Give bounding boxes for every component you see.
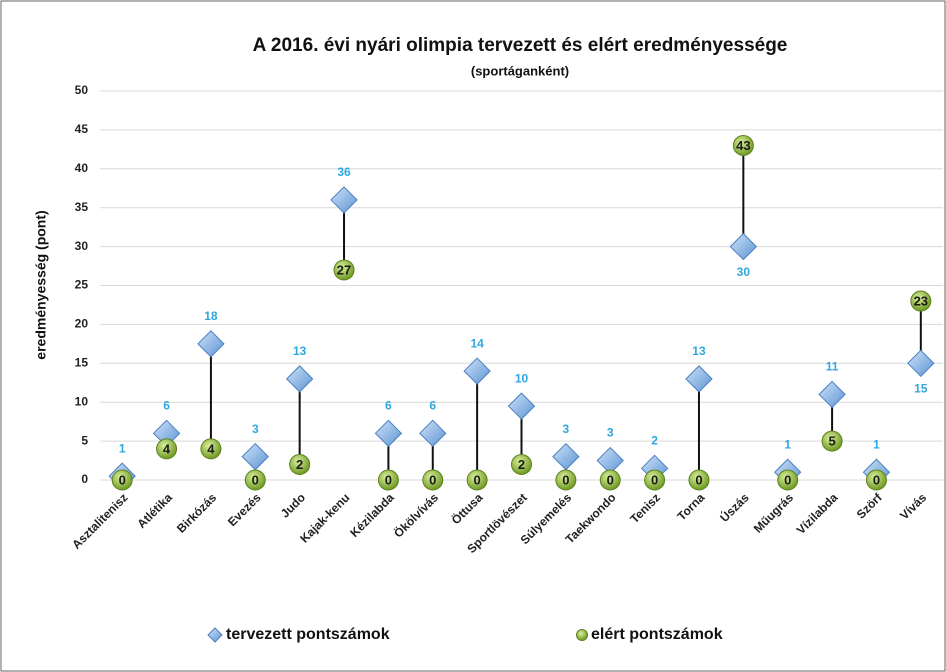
planned-label: 3	[607, 426, 614, 440]
achieved-marker	[732, 134, 754, 156]
achieved-marker	[777, 469, 799, 491]
y-tick-label: 25	[75, 278, 89, 292]
y-tick-label: 0	[81, 472, 88, 486]
legend-marker	[576, 629, 588, 641]
achieved-label: 27	[337, 262, 351, 277]
planned-label: 14	[470, 336, 484, 350]
achieved-marker	[644, 469, 666, 491]
achieved-marker	[244, 469, 266, 491]
planned-label: 18	[204, 309, 218, 323]
achieved-label: 43	[736, 138, 750, 153]
y-axis-label: eredményesség (pont)	[33, 210, 49, 359]
achieved-label: 0	[119, 472, 126, 487]
achieved-label: 0	[252, 472, 259, 487]
planned-label: 30	[737, 265, 751, 279]
achieved-label: 0	[784, 472, 791, 487]
planned-label: 2	[651, 434, 658, 448]
achieved-label: 0	[651, 472, 658, 487]
achieved-marker	[821, 430, 843, 452]
achieved-marker	[511, 453, 532, 475]
planned-marker	[685, 365, 713, 393]
legend-label: elért pontszámok	[591, 626, 723, 643]
achieved-label: 4	[207, 441, 215, 456]
planned-marker	[729, 232, 758, 261]
y-tick-label: 5	[81, 433, 88, 447]
planned-marker	[463, 357, 491, 385]
achieved-marker	[599, 469, 621, 491]
planned-label: 6	[385, 398, 392, 412]
planned-label: 1	[784, 437, 791, 451]
chart-subtitle: (sportáganként)	[471, 63, 569, 78]
achieved-label: 0	[607, 472, 614, 487]
achieved-marker	[111, 469, 133, 491]
achieved-label: 5	[828, 434, 835, 449]
achieved-label: 0	[562, 472, 569, 487]
planned-label: 1	[119, 441, 126, 455]
achieved-label: 0	[385, 472, 392, 487]
planned-marker	[374, 419, 403, 448]
achieved-label: 2	[518, 457, 525, 472]
chart-title: A 2016. évi nyári olimpia tervezett és e…	[253, 35, 788, 56]
planned-label: 13	[293, 344, 307, 358]
y-tick-label: 50	[75, 83, 89, 97]
achieved-label: 0	[873, 472, 880, 487]
legend-label: tervezett pontszámok	[226, 626, 390, 643]
planned-marker	[285, 365, 314, 393]
achieved-label: 4	[163, 441, 171, 456]
planned-label: 11	[826, 360, 839, 374]
planned-label: 13	[692, 344, 706, 358]
y-tick-label: 30	[75, 239, 89, 253]
achieved-label: 0	[695, 472, 702, 487]
y-tick-label: 40	[75, 161, 89, 175]
y-tick-label: 15	[75, 355, 89, 369]
planned-marker	[330, 186, 358, 214]
achieved-marker	[422, 469, 444, 491]
y-tick-label: 35	[75, 200, 89, 214]
planned-marker	[507, 392, 536, 420]
achieved-marker	[377, 469, 399, 491]
planned-label: 3	[252, 422, 259, 436]
achieved-marker	[156, 438, 178, 460]
legend-marker	[207, 627, 223, 643]
planned-marker	[818, 380, 846, 409]
achieved-marker	[466, 469, 488, 491]
planned-label: 36	[337, 165, 351, 179]
achieved-marker	[555, 469, 577, 491]
achieved-marker	[688, 469, 710, 491]
achieved-label: 0	[429, 472, 436, 487]
planned-label: 1	[873, 437, 880, 451]
y-tick-label: 45	[75, 122, 89, 136]
planned-label: 15	[914, 381, 928, 395]
achieved-marker	[333, 259, 355, 281]
achieved-label: 2	[296, 457, 303, 472]
planned-marker	[907, 349, 935, 378]
achieved-marker	[865, 469, 887, 491]
achieved-marker	[910, 290, 932, 312]
planned-label: 6	[429, 398, 436, 412]
planned-label: 3	[563, 422, 570, 436]
achieved-label: 0	[474, 472, 481, 487]
planned-marker	[197, 330, 225, 358]
y-tick-label: 10	[75, 394, 89, 408]
planned-label: 10	[515, 371, 529, 385]
achieved-label: 23	[914, 293, 928, 308]
planned-marker	[419, 419, 447, 448]
y-tick-label: 20	[75, 317, 89, 331]
achieved-marker	[289, 453, 311, 475]
planned-label: 6	[163, 398, 170, 412]
achieved-marker	[200, 438, 222, 460]
